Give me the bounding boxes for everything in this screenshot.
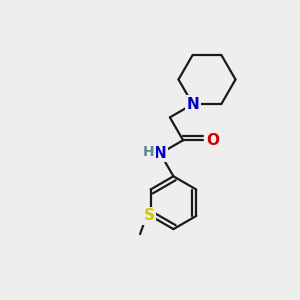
Text: N: N bbox=[186, 97, 199, 112]
Text: N: N bbox=[154, 146, 167, 161]
Text: H: H bbox=[143, 145, 154, 159]
Text: S: S bbox=[144, 208, 154, 224]
Text: O: O bbox=[207, 133, 220, 148]
